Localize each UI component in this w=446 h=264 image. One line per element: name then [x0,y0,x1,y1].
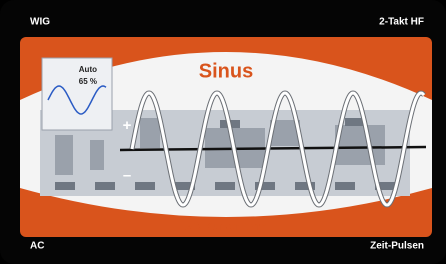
minus-sign: – [123,167,131,184]
inset-value: 65 % [79,77,97,86]
title: Sinus [199,60,253,82]
trigger-label: 2-Takt HF [379,17,424,28]
display: WIG 2-Takt HF Sinus Auto 65 % + – AC-Kur… [0,0,446,264]
mode-label: WIG [30,17,50,28]
current-label: AC [30,241,44,252]
inset-box [42,58,112,130]
pulse-label: Zeit-Pulsen [370,241,424,252]
inset-mode: Auto [79,65,97,74]
plus-sign: + [123,117,132,134]
subtitle: AC-Kurvenform [185,221,267,233]
